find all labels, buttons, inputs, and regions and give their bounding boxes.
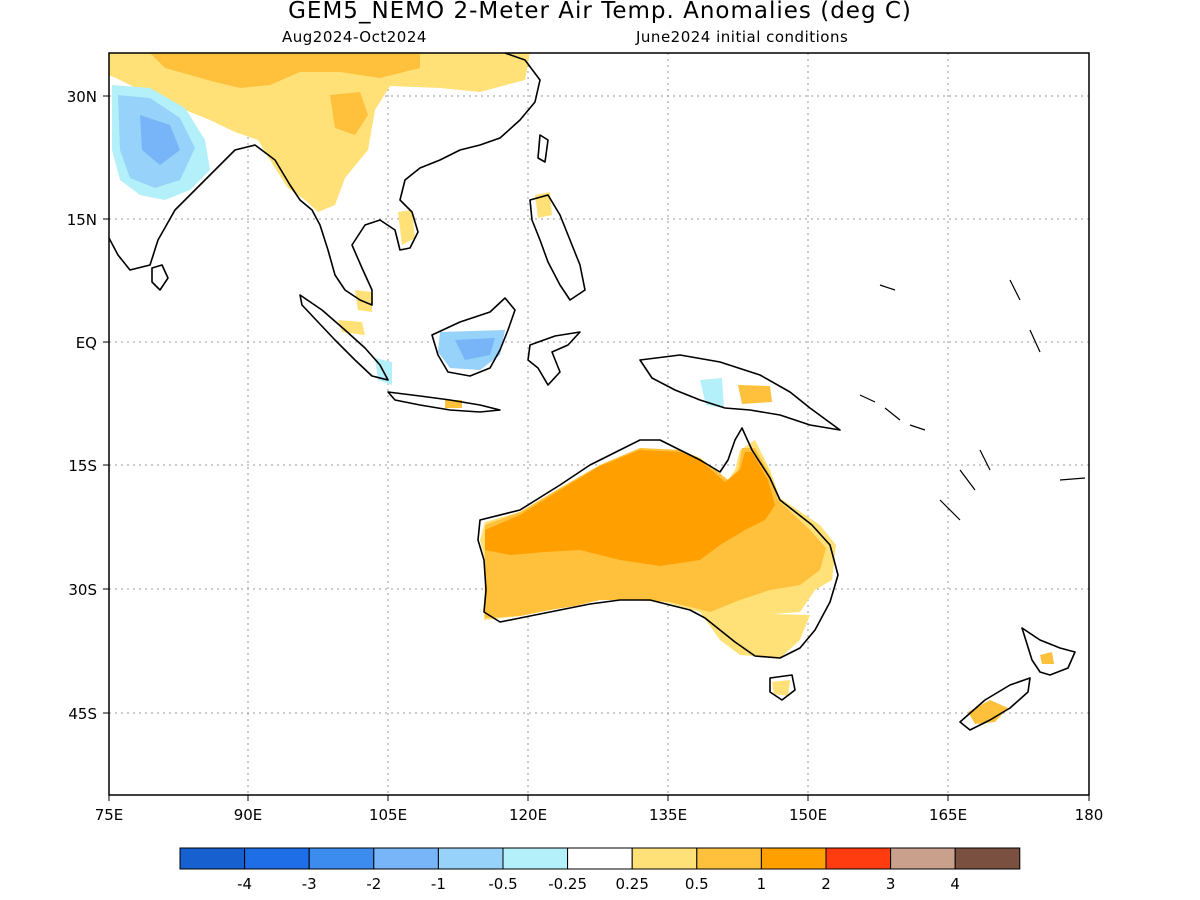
coastline-new-zealand-north — [1021, 627, 1076, 676]
color-legend-label: 3 — [886, 875, 896, 893]
india-coolest-region — [140, 115, 180, 165]
color-legend-label: 4 — [950, 875, 960, 893]
color-legend-box — [890, 847, 956, 870]
color-legend-label: -2 — [366, 875, 381, 893]
coastline-asia — [108, 52, 541, 306]
color-legend-box — [567, 847, 633, 870]
coastline-taiwan — [537, 134, 549, 163]
x-tick-labels: 75E 90E 105E 120E 135E 150E 165E 180 — [95, 806, 1104, 824]
coastline-sulawesi — [527, 331, 581, 386]
grid-lines — [109, 53, 1089, 795]
x-axis — [108, 795, 1090, 801]
y-tick-label: 45S — [68, 705, 97, 723]
color-legend-box — [244, 847, 310, 870]
coastline-new-guinea — [639, 354, 841, 431]
x-tick-label: 75E — [95, 806, 124, 824]
x-tick-label: 120E — [509, 806, 547, 824]
x-tick-label: 105E — [369, 806, 407, 824]
color-legend-box — [437, 847, 504, 870]
color-legend-label: -1 — [431, 875, 446, 893]
x-tick-label: 165E — [929, 806, 967, 824]
color-legend-box — [954, 847, 1021, 870]
y-tick-labels: 30N 15N EQ 15S 30S 45S — [67, 88, 97, 723]
coastline-borneo — [431, 297, 516, 377]
coastline-philippines — [529, 194, 586, 301]
x-tick-label: 150E — [789, 806, 827, 824]
coastline-java — [387, 391, 501, 413]
x-tick-label: 90E — [234, 806, 263, 824]
coastline-pacific-islands — [859, 279, 1086, 521]
y-tick-label: 30N — [67, 88, 97, 106]
color-legend-box — [179, 847, 246, 870]
color-legend-label: -0.5 — [488, 875, 517, 893]
australia-strong-warm — [485, 450, 775, 566]
color-legend-box — [373, 847, 439, 870]
new-guinea-cool-spot — [700, 378, 724, 408]
sumatra-warm-spot — [338, 320, 365, 335]
x-tick-label: 180 — [1075, 806, 1104, 824]
indochina-warm-spot — [398, 210, 415, 245]
coastline-australia — [477, 427, 839, 659]
color-legend-label: 1 — [757, 875, 767, 893]
coastline-sumatra — [299, 294, 389, 381]
coastline-tasmania — [769, 674, 796, 701]
y-tick-label: 15N — [67, 211, 97, 229]
color-legend-label: 0.5 — [685, 875, 709, 893]
color-legend-box — [502, 847, 569, 870]
plot-frame — [108, 52, 1090, 796]
color-legend-label: 0.25 — [615, 875, 648, 893]
new-zealand-north-warm — [1040, 652, 1054, 664]
philippines-warm-spot — [535, 192, 552, 218]
color-legend: -4 -3 -2 -1 -0.5 -0.25 0.25 0.5 1 2 3 4 — [179, 847, 1021, 893]
color-legend-label: -3 — [302, 875, 317, 893]
coastlines — [108, 52, 1086, 731]
x-tick-label: 135E — [649, 806, 687, 824]
y-tick-label: EQ — [76, 334, 97, 352]
asia-warm-region — [109, 53, 530, 212]
china-warm-patch — [330, 92, 368, 135]
color-legend-label: 2 — [821, 875, 831, 893]
color-legend-box — [308, 847, 375, 870]
new-zealand-south-warm — [968, 700, 1008, 724]
forecast-period: Aug2024-Oct2024 — [282, 28, 427, 46]
anomaly-shading — [109, 53, 1054, 724]
y-tick-label: 30S — [68, 581, 97, 599]
color-legend-box — [631, 847, 698, 870]
color-legend-box — [696, 847, 762, 870]
color-legend-box — [760, 847, 827, 870]
coastline-sri-lanka — [151, 264, 169, 291]
initial-conditions: June2024 initial conditions — [636, 28, 849, 46]
borneo-cooler-region — [455, 338, 495, 360]
color-legend-label: -0.25 — [548, 875, 587, 893]
new-guinea-warm-spot — [738, 385, 772, 404]
chart-title: GEM5_NEMO 2-Meter Air Temp. Anomalies (d… — [288, 0, 912, 24]
color-legend-label: -4 — [237, 875, 252, 893]
coastline-new-zealand-south — [959, 677, 1031, 731]
tasmania-warm-spot — [772, 680, 790, 696]
y-tick-label: 15S — [68, 457, 97, 475]
color-legend-box — [825, 847, 892, 870]
asia-moderate-warm — [150, 53, 420, 88]
y-axis — [103, 95, 109, 714]
